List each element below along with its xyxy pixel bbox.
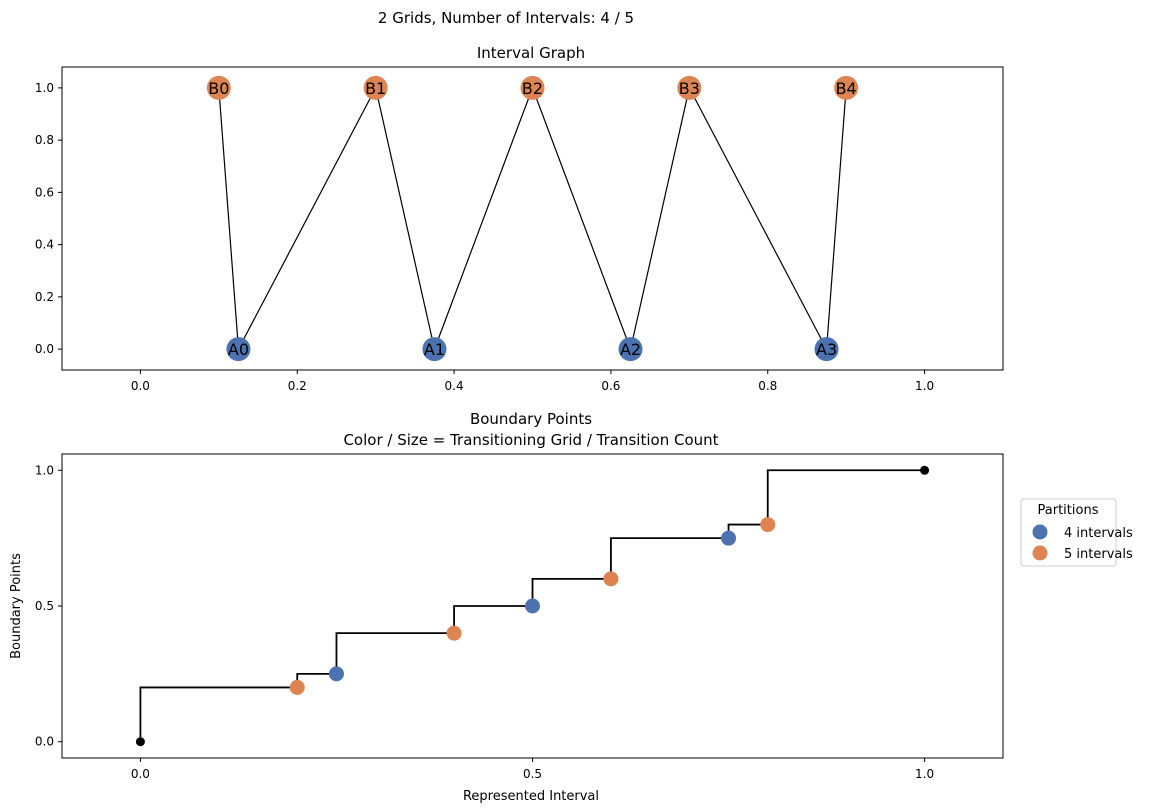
graph-node-a2: A2 [618, 337, 643, 362]
graph-edges [218, 87, 847, 350]
graph-node-marker [834, 75, 859, 100]
boundary-points-title: Boundary Points [470, 410, 592, 428]
x-tick-label: 0.4 [445, 379, 464, 393]
graph-node-a3: A3 [814, 337, 839, 362]
legend-entry: 5 intervals [1032, 545, 1133, 562]
legend-entries: 4 intervals 5 intervals [1032, 524, 1133, 562]
endpoint-marker [135, 737, 145, 747]
y-tick-label: 0.0 [35, 735, 54, 749]
graph-node-label: B3 [679, 79, 700, 98]
boundary-point-grid-b [289, 679, 305, 695]
graph-node-a1: A1 [422, 337, 447, 362]
graph-node-marker [206, 75, 231, 100]
legend-label: 4 intervals [1064, 526, 1133, 541]
graph-node-label: B4 [836, 79, 857, 98]
y-axis-ticks: 0.0 0.2 0.4 0.6 0.8 1.0 [35, 81, 62, 356]
x-tick-label: 0.6 [601, 379, 620, 393]
graph-node-label: A1 [424, 340, 445, 359]
figure-suptitle: 2 Grids, Number of Intervals: 4 / 5 [378, 9, 634, 27]
boundary-point-grid-a [328, 666, 344, 682]
graph-edge-a3-b4 [825, 87, 847, 350]
y-tick-label: 1.0 [35, 81, 54, 95]
graph-edge-a1-b2 [433, 87, 534, 350]
boundary-point-grid-b [760, 517, 776, 533]
graph-node-b4: B4 [834, 75, 859, 100]
plot-frame [61, 453, 1004, 759]
y-tick-label: 1.0 [35, 463, 54, 477]
graph-nodes: B0 B1 B2 B3 B4 A0 A1 A2 A3 [206, 75, 859, 362]
graph-node-b3: B3 [677, 75, 702, 100]
graph-node-label: A3 [816, 340, 837, 359]
boundary-point-grid-a [525, 598, 540, 614]
graph-edge-b1-a1 [375, 87, 436, 350]
legend: Partitions 4 intervals 5 intervals [1020, 498, 1133, 567]
boundary-points [135, 465, 930, 747]
graph-node-marker [618, 337, 643, 362]
x-axis-ticks: 0.0 0.5 1.0 [131, 758, 934, 781]
graph-edge-b0-a0 [218, 87, 240, 350]
y-tick-label: 0.2 [35, 290, 54, 304]
boundary-points-chart: Boundary Points Color / Size = Transitio… [9, 410, 1133, 804]
graph-edge-b2-a2 [531, 87, 632, 350]
x-tick-label: 1.0 [915, 767, 934, 781]
boundary-point-grid-b [603, 571, 619, 587]
x-tick-label: 0.5 [523, 767, 542, 781]
y-axis-label: Boundary Points [9, 553, 24, 659]
boundary-point-grid-b [446, 625, 462, 641]
legend-marker [1032, 545, 1048, 561]
graph-node-marker [226, 337, 251, 362]
graph-node-label: B0 [208, 79, 229, 98]
y-axis-ticks: 0.0 0.5 1.0 [35, 463, 62, 749]
graph-node-label: B2 [522, 79, 543, 98]
x-axis-label: Represented Interval [463, 789, 599, 804]
graph-edge-a2-b3 [629, 87, 690, 350]
legend-marker [1032, 524, 1048, 540]
x-tick-label: 0.2 [288, 379, 307, 393]
y-tick-label: 0.0 [35, 342, 54, 356]
graph-node-label: A0 [228, 340, 249, 359]
graph-node-marker [520, 75, 545, 100]
graph-node-marker [363, 75, 388, 100]
legend-entry: 4 intervals [1032, 524, 1133, 541]
graph-node-b1: B1 [363, 75, 388, 100]
plot-frame [61, 66, 1004, 371]
x-axis-ticks: 0.0 0.2 0.4 0.6 0.8 1.0 [131, 370, 934, 393]
graph-edge-b3-a3 [688, 87, 828, 350]
graph-node-marker [422, 337, 447, 362]
x-tick-label: 0.0 [131, 379, 150, 393]
x-tick-label: 1.0 [915, 379, 934, 393]
graph-node-a0: A0 [226, 337, 251, 362]
graph-node-b2: B2 [520, 75, 545, 100]
boundary-points-subtitle: Color / Size = Transitioning Grid / Tran… [343, 431, 718, 449]
x-tick-label: 0.8 [758, 379, 777, 393]
graph-edge-a0-b1 [237, 87, 377, 350]
graph-node-marker [677, 75, 702, 100]
endpoint-marker [920, 465, 930, 475]
legend-label: 5 intervals [1064, 547, 1133, 562]
graph-node-b0: B0 [206, 75, 231, 100]
graph-node-marker [814, 337, 839, 362]
y-tick-label: 0.6 [35, 185, 54, 199]
graph-node-label: B1 [365, 79, 386, 98]
graph-node-label: A2 [620, 340, 641, 359]
interval-graph-title: Interval Graph [477, 44, 585, 62]
x-tick-label: 0.0 [131, 767, 150, 781]
y-tick-label: 0.4 [35, 238, 54, 252]
y-tick-label: 0.8 [35, 133, 54, 147]
legend-title: Partitions [1038, 503, 1099, 518]
interval-graph-chart: Interval Graph B0 B1 B2 B3 B4 A0 A1 A2 A3 0.0 0.2… [35, 44, 1004, 393]
y-tick-label: 0.5 [35, 599, 54, 613]
boundary-point-grid-a [721, 530, 737, 546]
